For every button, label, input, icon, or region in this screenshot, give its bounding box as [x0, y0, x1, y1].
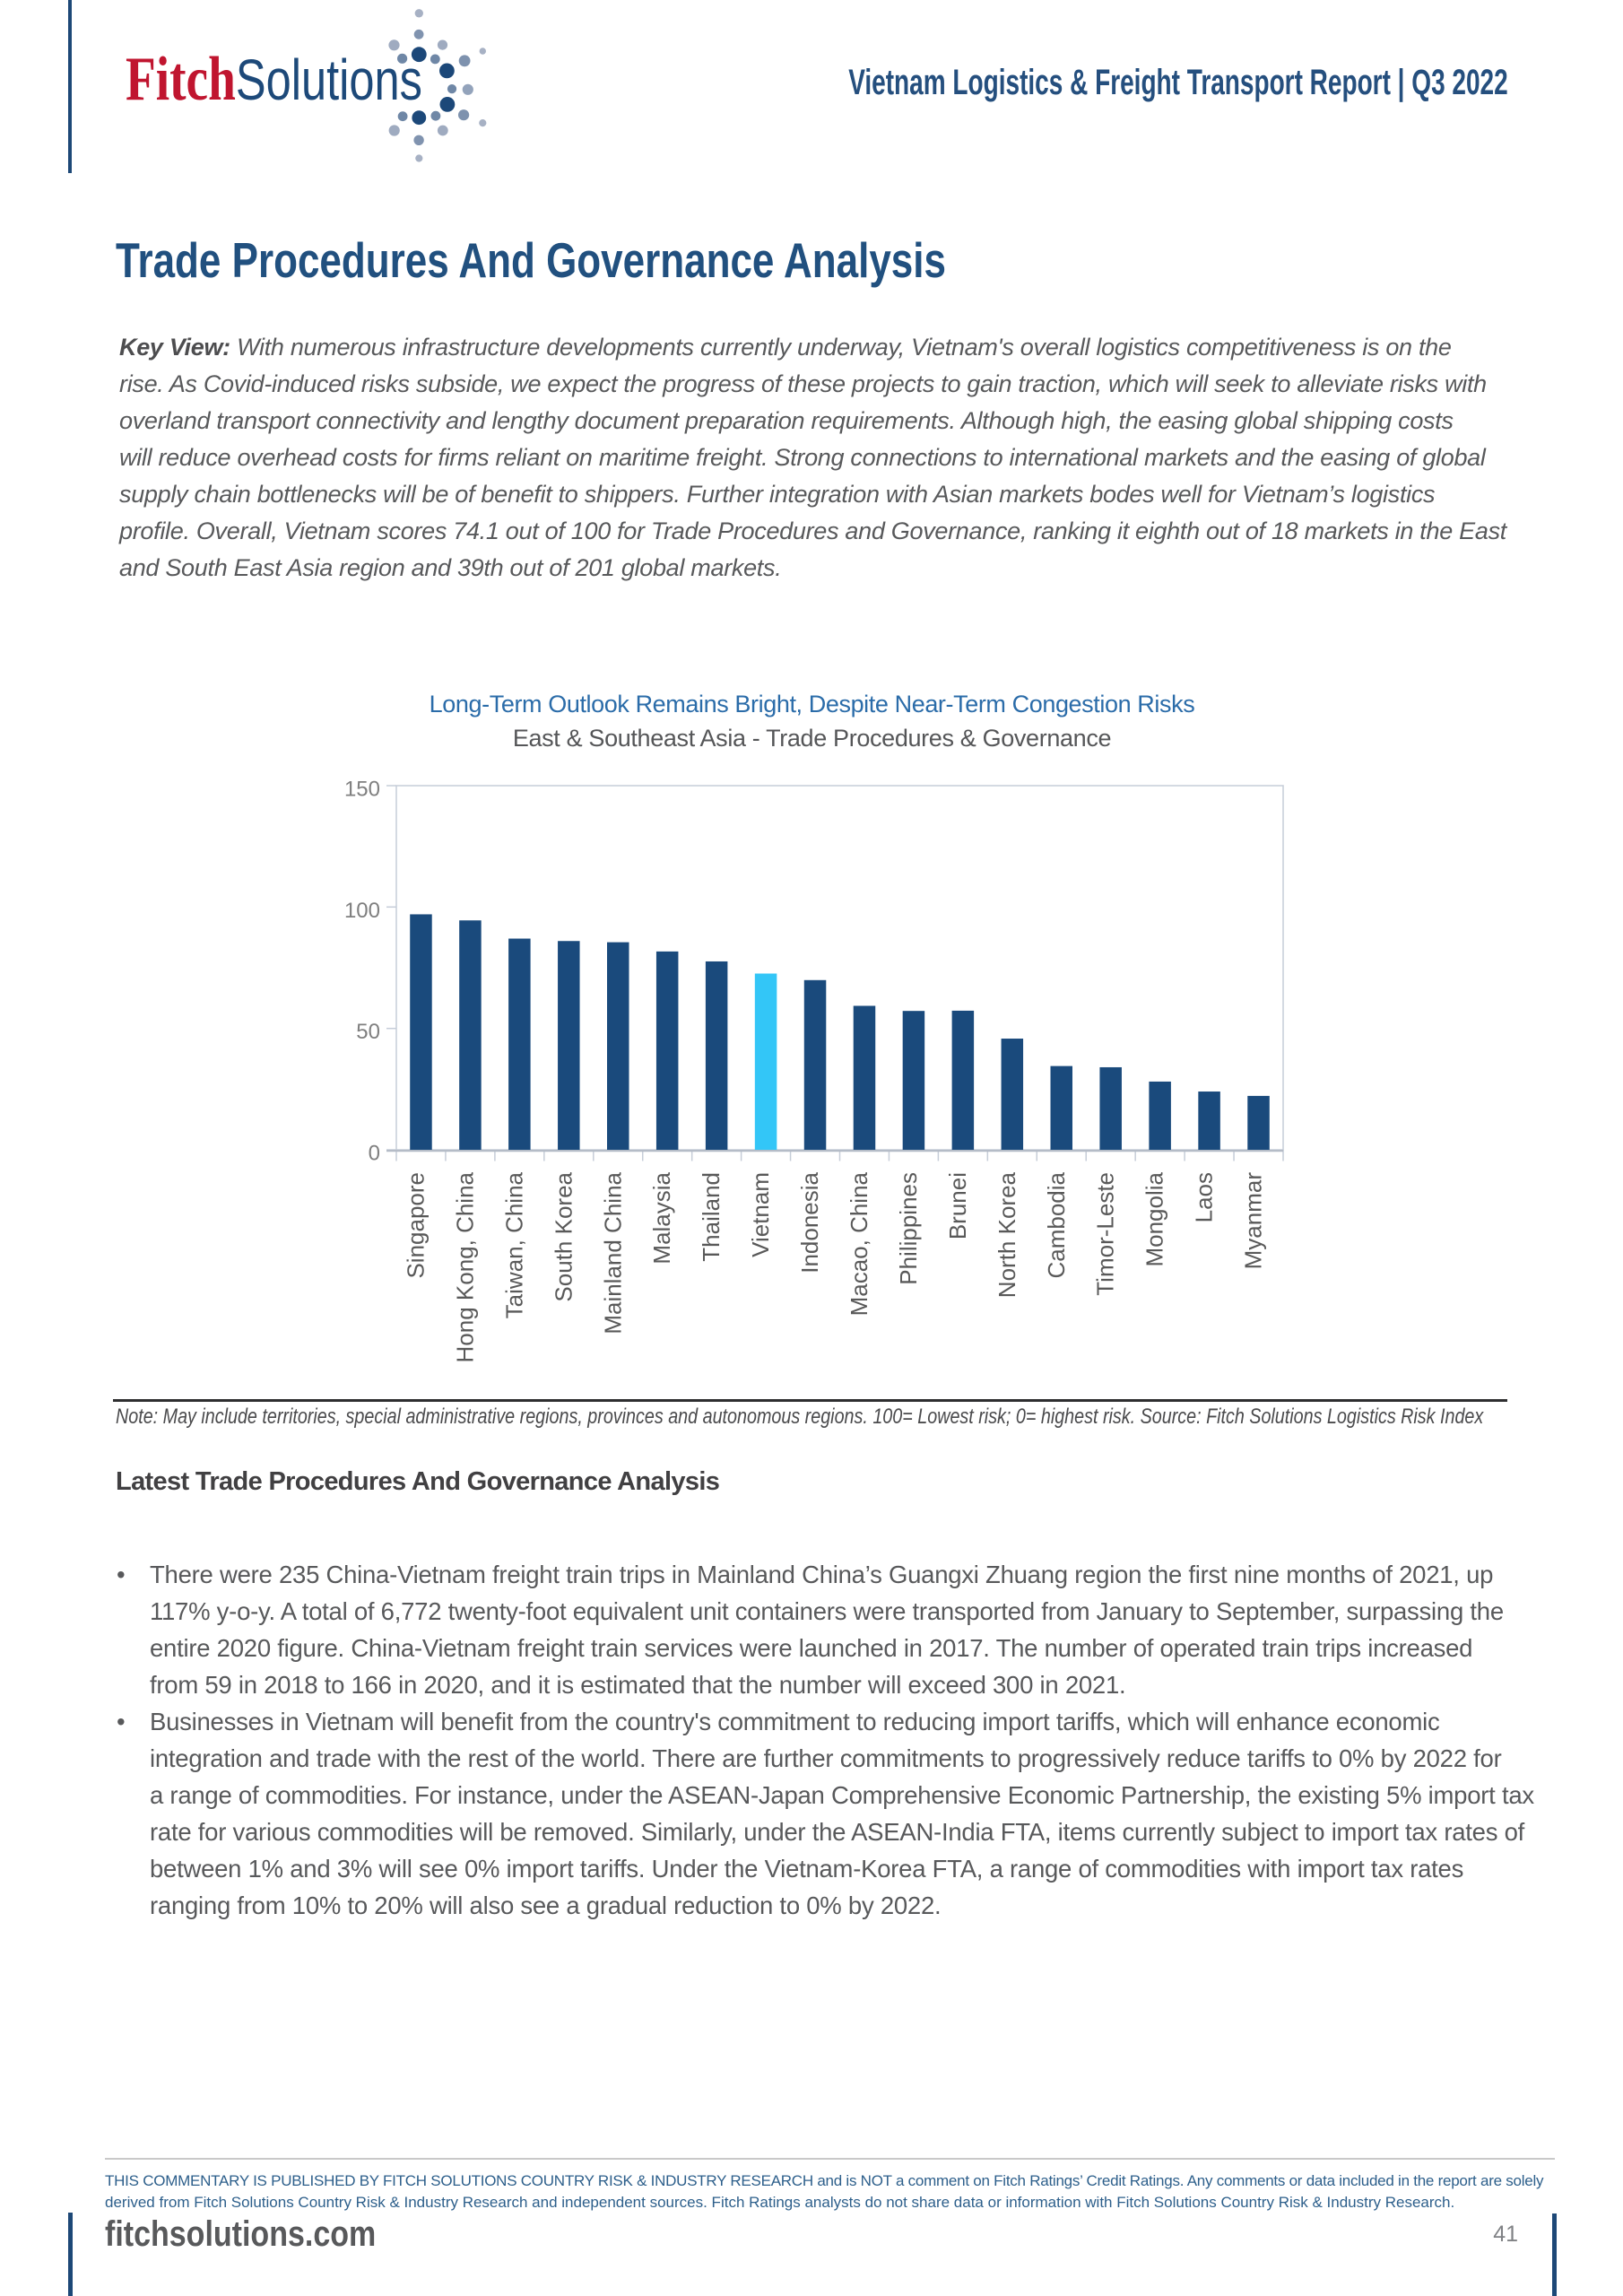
svg-text:Brunei: Brunei [944, 1172, 971, 1239]
svg-text:Macao, China: Macao, China [846, 1171, 872, 1316]
svg-text:Laos: Laos [1191, 1172, 1218, 1222]
svg-text:Mainland China: Mainland China [599, 1171, 626, 1334]
svg-text:Malaysia: Malaysia [648, 1171, 675, 1264]
svg-text:100: 100 [344, 899, 380, 923]
svg-text:Indonesia: Indonesia [796, 1171, 823, 1273]
svg-text:Timor-Leste: Timor-Leste [1092, 1172, 1119, 1296]
svg-text:Cambodia: Cambodia [1043, 1171, 1070, 1278]
svg-text:Vietnam: Vietnam [747, 1172, 774, 1257]
svg-text:0: 0 [369, 1142, 380, 1166]
svg-text:Philippines: Philippines [895, 1172, 922, 1285]
svg-text:Mongolia: Mongolia [1141, 1171, 1168, 1266]
svg-text:Myanmar: Myanmar [1240, 1172, 1267, 1270]
svg-text:150: 150 [344, 778, 380, 802]
svg-text:Hong Kong, China: Hong Kong, China [451, 1171, 478, 1362]
svg-text:Taiwan, China: Taiwan, China [500, 1171, 527, 1318]
svg-text:South Korea: South Korea [550, 1171, 577, 1301]
svg-text:50: 50 [356, 1020, 380, 1044]
svg-text:North Korea: North Korea [994, 1171, 1020, 1298]
svg-text:Singapore: Singapore [402, 1172, 429, 1279]
svg-text:Thailand: Thailand [698, 1172, 725, 1262]
